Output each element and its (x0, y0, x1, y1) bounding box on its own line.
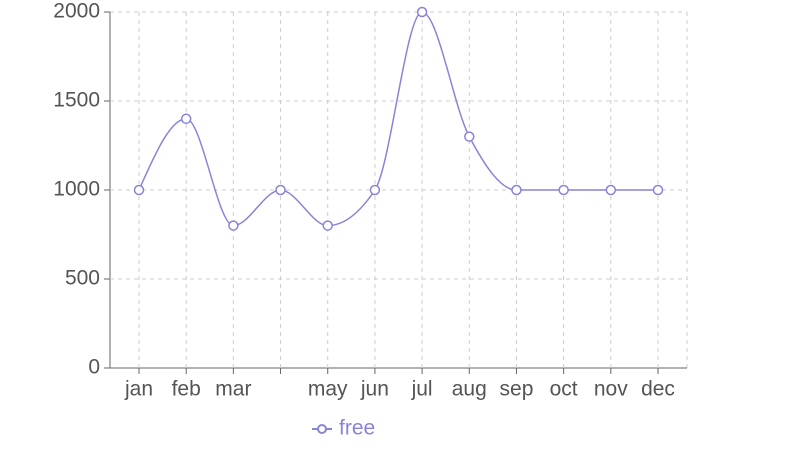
point (228, 220, 239, 231)
y-tick-label: 1000 (53, 178, 100, 201)
point (369, 184, 381, 196)
x-tick-label: dec (641, 378, 675, 401)
x-tick-label: jan (124, 378, 153, 401)
point (558, 184, 569, 196)
x-tick-label: jul (411, 378, 433, 401)
point (416, 6, 428, 18)
point (133, 184, 145, 196)
x-tick-label: sep (500, 378, 534, 401)
x-tick-label: mar (215, 378, 251, 401)
y-tick-label: 2000 (53, 0, 100, 23)
y-tick-label: 500 (65, 267, 100, 290)
x-tick-label: nov (594, 378, 628, 401)
point (180, 113, 192, 125)
line (138, 11, 658, 227)
x-tick-label: oct (550, 378, 578, 401)
x-tick-label: feb (172, 378, 201, 401)
x-tick-label: jun (360, 378, 389, 401)
point (652, 184, 664, 196)
x-tick-label: aug (452, 378, 487, 401)
x-tick-label: may (308, 378, 348, 401)
point (322, 220, 333, 231)
point (605, 184, 617, 196)
point (464, 131, 475, 142)
legend-label: free (339, 417, 375, 440)
y-tick-label: 0 (88, 356, 100, 379)
y-tick-label: 1500 (53, 89, 100, 112)
legend-icon (317, 424, 327, 434)
point (275, 184, 286, 196)
point (511, 184, 522, 196)
